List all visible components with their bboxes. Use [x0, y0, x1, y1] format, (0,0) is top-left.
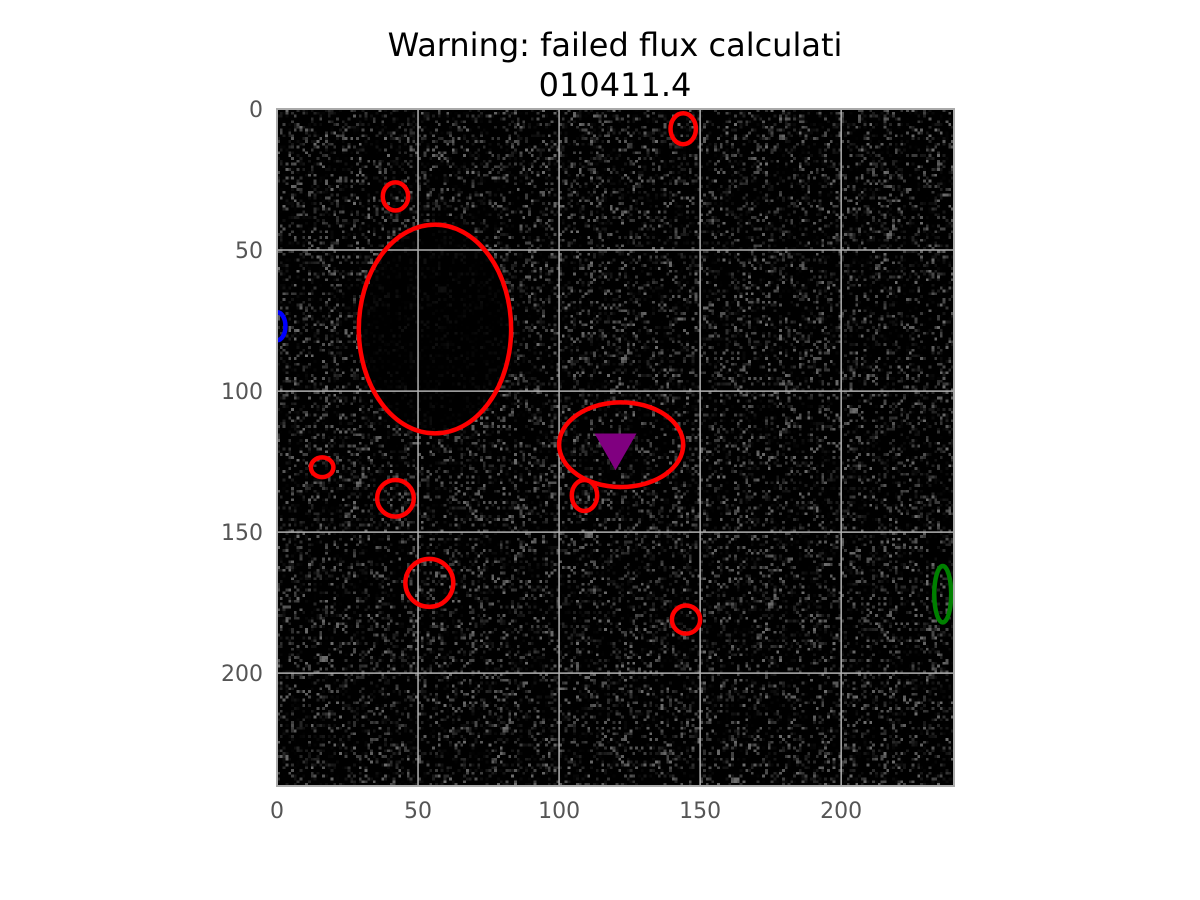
detection-ellipse: [308, 455, 336, 480]
detection-ellipse: [569, 477, 600, 514]
detection-ellipse: [668, 110, 699, 147]
y-tick-label: 50: [235, 239, 263, 264]
detection-ellipse: [403, 556, 456, 610]
detection-ellipse: [380, 180, 411, 213]
x-tick-label: 200: [820, 799, 862, 824]
x-tick-label: 150: [679, 799, 721, 824]
y-tick-label: 100: [221, 380, 263, 405]
axes-frame: [276, 108, 955, 787]
chart-title-line-2: 010411.4: [539, 66, 692, 104]
chart-title-line-1: Warning: failed flux calculati: [388, 26, 843, 64]
x-tick-label: 50: [404, 799, 432, 824]
detection-ellipse: [556, 400, 686, 490]
y-axis: 0 50 100 150 200: [221, 98, 263, 687]
plot-area: [276, 108, 955, 787]
green_source-ellipse: [932, 563, 954, 625]
marker-layer: [594, 433, 637, 471]
target-marker: [594, 433, 637, 471]
x-tick-label: 100: [538, 799, 580, 824]
annotation-layer: [277, 110, 954, 636]
detection-ellipse: [669, 603, 703, 636]
x-tick-label: 0: [270, 799, 284, 824]
y-tick-label: 150: [221, 521, 263, 546]
x-axis: 0 50 100 150 200: [270, 799, 862, 824]
detection-ellipse: [374, 477, 417, 519]
y-tick-label: 200: [221, 662, 263, 687]
y-tick-label: 0: [249, 98, 263, 123]
detection-ellipse: [356, 222, 514, 436]
